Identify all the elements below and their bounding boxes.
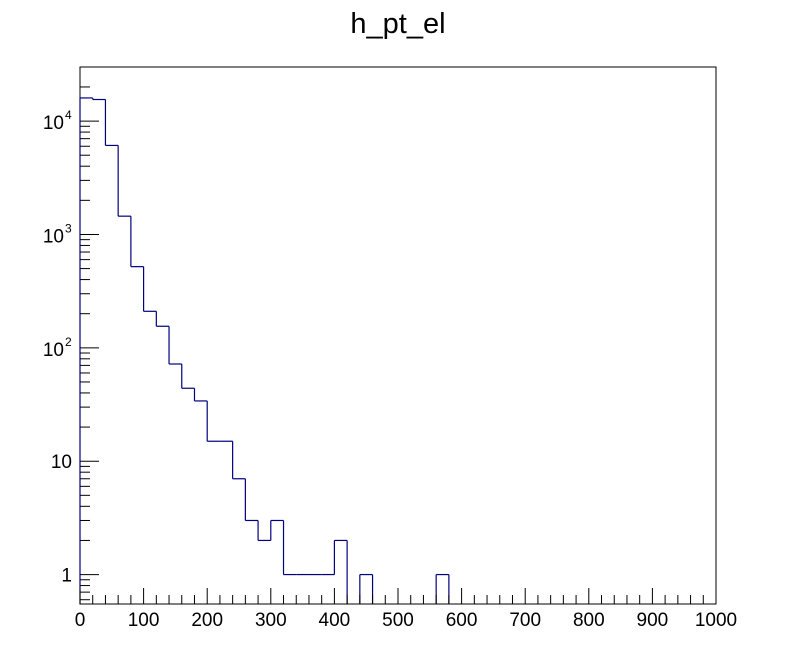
y-tick-label: 10 (43, 340, 64, 361)
x-tick-label: 300 (255, 610, 287, 631)
x-tick-label: 400 (319, 610, 351, 631)
y-tick-exponent: 4 (65, 108, 72, 122)
y-tick-label: 10 (43, 226, 64, 247)
y-tick-label: 10 (51, 452, 72, 473)
x-tick-label: 700 (509, 610, 541, 631)
y-tick-label: 10 (43, 113, 64, 134)
x-tick-label: 1000 (695, 610, 737, 631)
plot-frame (79, 66, 717, 605)
x-tick-label: 600 (446, 610, 478, 631)
x-tick-label: 900 (637, 610, 669, 631)
y-tick-exponent: 3 (65, 221, 72, 235)
y-tick-exponent: 2 (65, 335, 72, 349)
y-tick-label: 1 (61, 566, 72, 587)
chart-title: h_pt_el (350, 8, 445, 40)
x-tick-label: 0 (75, 610, 86, 631)
x-tick-label: 800 (573, 610, 605, 631)
x-tick-label: 100 (128, 610, 160, 631)
histogram-series (79, 97, 450, 604)
x-tick-label: 200 (191, 610, 223, 631)
x-axis: 0 100 200 300 400 500 600 700 800 900 1000 (75, 588, 737, 631)
x-tick-label: 500 (382, 610, 414, 631)
